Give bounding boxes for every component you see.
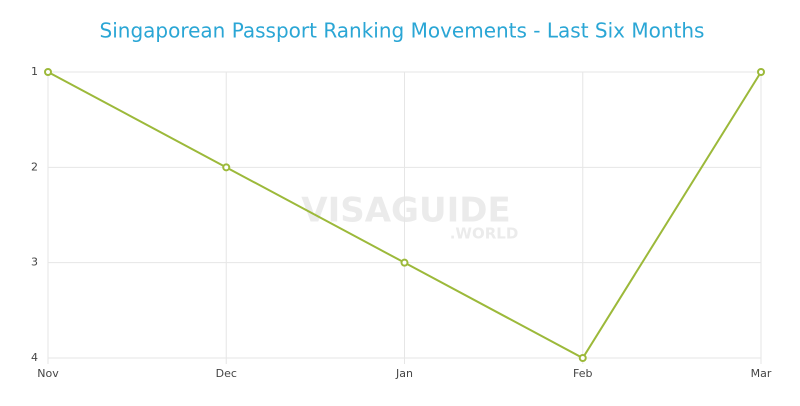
y-tick-label: 1 — [31, 65, 38, 78]
y-tick-label: 2 — [31, 160, 38, 173]
x-tick-label: Feb — [573, 367, 592, 380]
x-tick-label: Mar — [751, 367, 772, 380]
point — [400, 258, 409, 267]
point — [578, 354, 587, 362]
x-tick-label: Nov — [37, 367, 59, 380]
y-tick-label: 3 — [31, 256, 38, 269]
x-tick-label: Dec — [216, 367, 237, 380]
chart-title: Singaporean Passport Ranking Movements -… — [100, 19, 705, 43]
point — [222, 163, 231, 172]
watermark: VISAGUIDE — [301, 191, 510, 231]
y-tick-label: 4 — [31, 351, 38, 364]
point — [44, 68, 52, 76]
x-tick-label: Jan — [395, 367, 413, 380]
watermark: .WORLD — [450, 225, 519, 243]
point — [757, 68, 765, 76]
